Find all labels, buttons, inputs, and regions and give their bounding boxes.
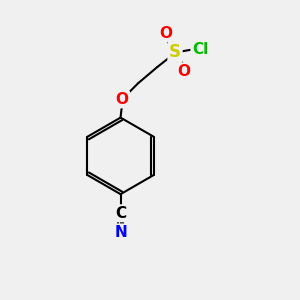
Text: O: O [177,64,190,79]
Text: S: S [169,43,181,61]
Text: Cl: Cl [192,42,208,57]
Text: O: O [160,26,173,40]
Text: C: C [115,206,126,221]
Text: O: O [116,92,128,107]
Text: N: N [114,225,127,240]
